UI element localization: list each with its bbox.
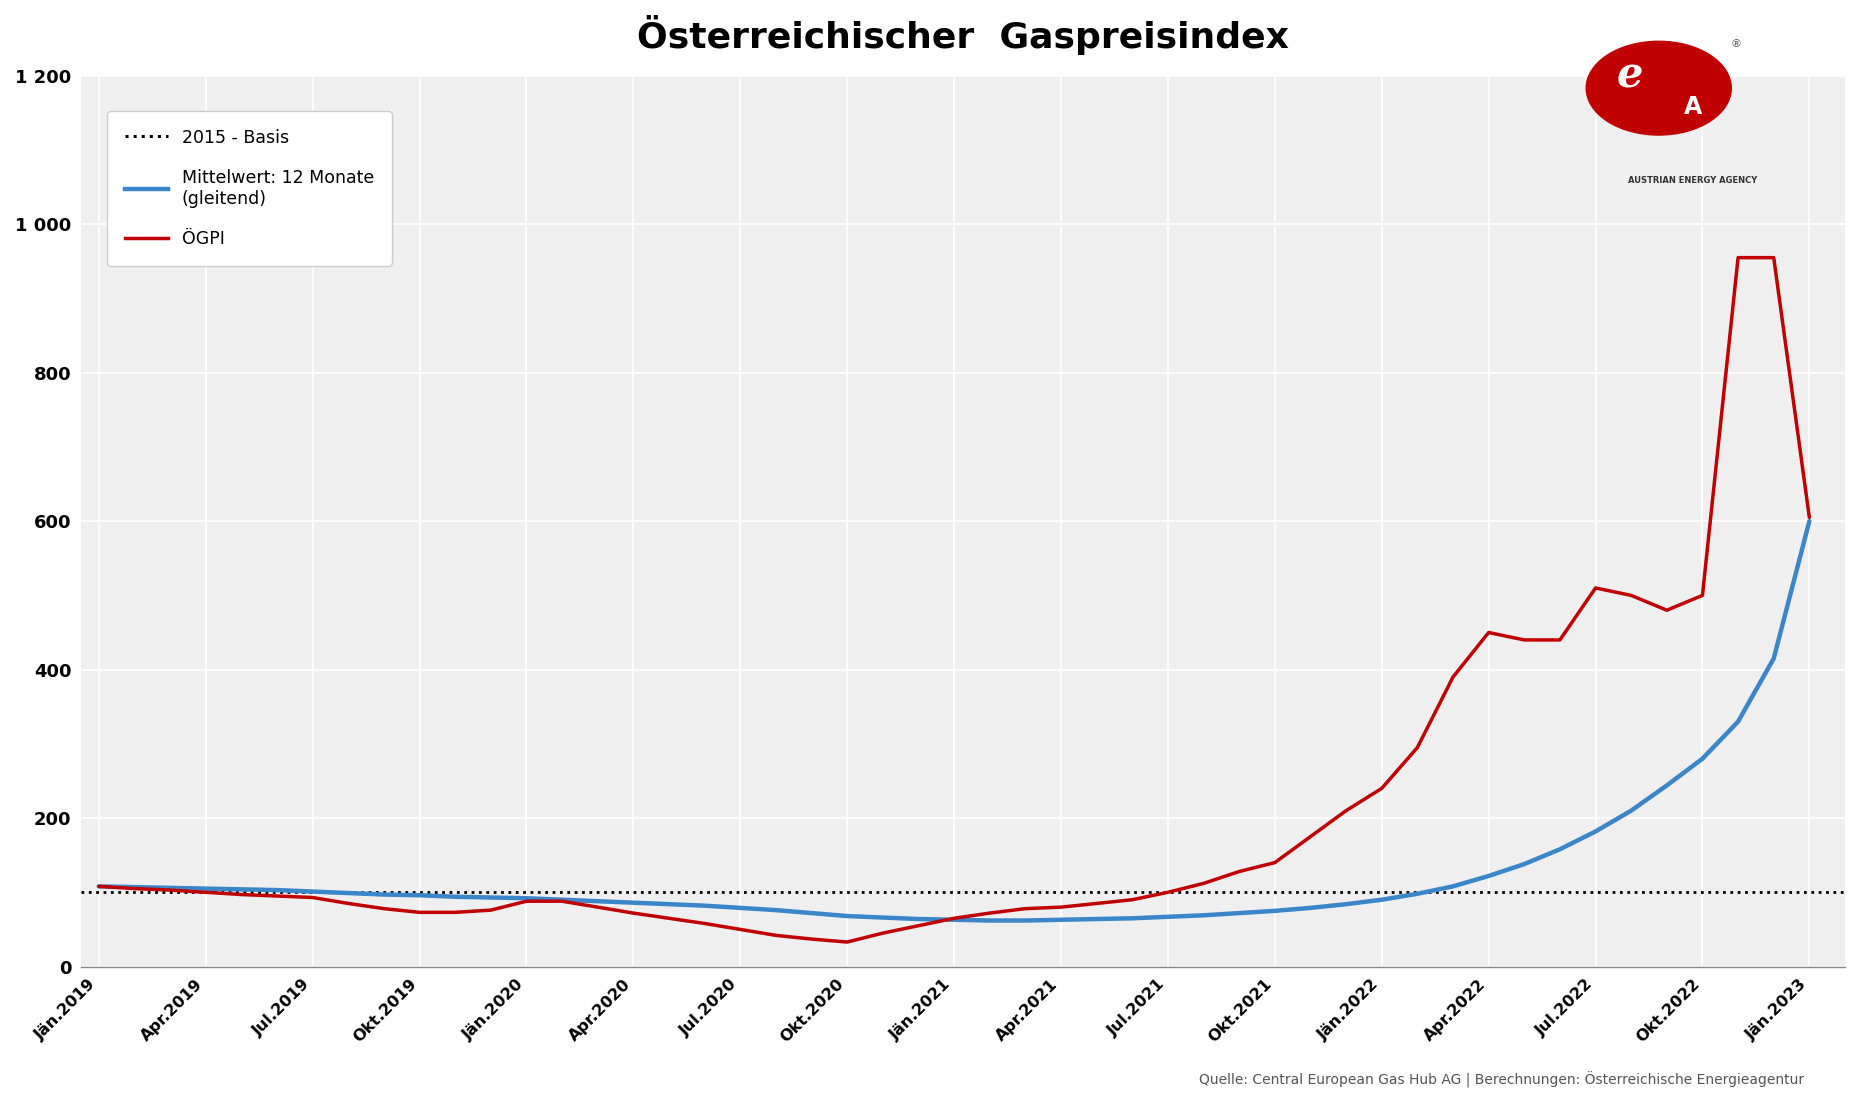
Text: AUSTRIAN ENERGY AGENCY: AUSTRIAN ENERGY AGENCY [1628,176,1758,185]
Text: ®: ® [1730,39,1741,49]
Title: Österreichischer  Gaspreisindex: Österreichischer Gaspreisindex [636,15,1289,55]
Text: e: e [1616,55,1642,97]
Circle shape [1587,41,1732,135]
Legend: 2015 - Basis, Mittelwert: 12 Monate
(gleitend), ÖGPI: 2015 - Basis, Mittelwert: 12 Monate (gle… [108,112,392,266]
Text: A: A [1683,95,1702,119]
Text: Quelle: Central European Gas Hub AG | Berechnungen: Österreichische Energieagent: Quelle: Central European Gas Hub AG | Be… [1200,1071,1804,1088]
